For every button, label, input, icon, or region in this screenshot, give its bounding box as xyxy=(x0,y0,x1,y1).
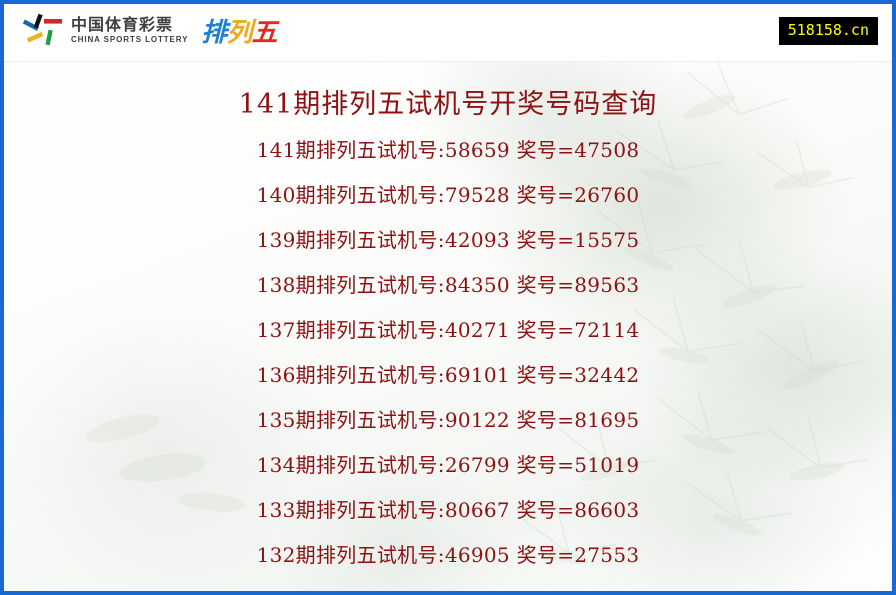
result-row-text: 138期排列五试机号:84350 奖号=89563 xyxy=(256,273,640,297)
result-row-text: 141期排列五试机号:58659 奖号=47508 xyxy=(256,138,640,162)
page-title: 141期排列五试机号开奖号码查询 xyxy=(238,89,658,121)
result-row: 140期排列五试机号:79528 奖号=26760 xyxy=(4,173,892,218)
result-row-text: 132期排列五试机号:46905 奖号=27553 xyxy=(256,543,640,567)
result-row: 135期排列五试机号:90122 奖号=81695 xyxy=(4,398,892,443)
result-row-text: 139期排列五试机号:42093 奖号=15575 xyxy=(256,228,640,252)
result-row: 133期排列五试机号:80667 奖号=86603 xyxy=(4,488,892,533)
result-row-text: 133期排列五试机号:80667 奖号=86603 xyxy=(256,498,640,522)
china-sports-lottery-emblem-icon xyxy=(22,13,62,46)
result-row-text: 137期排列五试机号:40271 奖号=72114 xyxy=(256,318,640,342)
brand-name-en: CHINA SPORTS LOTTERY xyxy=(71,34,189,44)
site-header: 中国体育彩票 CHINA SPORTS LOTTERY 排列五 518158.c… xyxy=(4,4,892,62)
result-row: 134期排列五试机号:26799 奖号=51019 xyxy=(4,443,892,488)
game-logo-char-2: 列 xyxy=(226,17,252,48)
result-row: 136期排列五试机号:69101 奖号=32442 xyxy=(4,353,892,398)
result-row: 137期排列五试机号:40271 奖号=72114 xyxy=(4,308,892,353)
result-row: 132期排列五试机号:46905 奖号=27553 xyxy=(4,533,892,578)
game-logo-pailie-wu[interactable]: 排列五 xyxy=(201,12,277,49)
brand-text: 中国体育彩票 CHINA SPORTS LOTTERY xyxy=(71,14,189,44)
result-row-text: 135期排列五试机号:90122 奖号=81695 xyxy=(256,408,640,432)
brand-lockup[interactable]: 中国体育彩票 CHINA SPORTS LOTTERY 排列五 xyxy=(22,11,277,49)
game-logo-char-1: 排 xyxy=(201,17,227,48)
site-url-badge[interactable]: 518158.cn xyxy=(778,17,878,45)
result-row: 141期排列五试机号:58659 奖号=47508 xyxy=(4,128,892,173)
result-row-text: 140期排列五试机号:79528 奖号=26760 xyxy=(256,183,640,207)
result-row-text: 134期排列五试机号:26799 奖号=51019 xyxy=(256,453,640,477)
brand-name-cn: 中国体育彩票 xyxy=(71,14,174,34)
result-row-text: 136期排列五试机号:69101 奖号=32442 xyxy=(256,363,640,387)
game-logo-char-3: 五 xyxy=(251,17,277,48)
result-row: 138期排列五试机号:84350 奖号=89563 xyxy=(4,263,892,308)
result-row: 139期排列五试机号:42093 奖号=15575 xyxy=(4,218,892,263)
results-list: 141期排列五试机号:58659 奖号=47508 140期排列五试机号:795… xyxy=(4,128,892,578)
